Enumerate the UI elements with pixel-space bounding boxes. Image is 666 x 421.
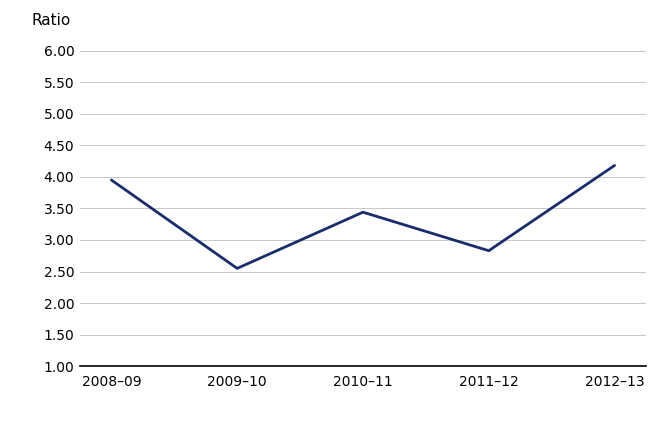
Text: Ratio: Ratio <box>32 13 71 28</box>
